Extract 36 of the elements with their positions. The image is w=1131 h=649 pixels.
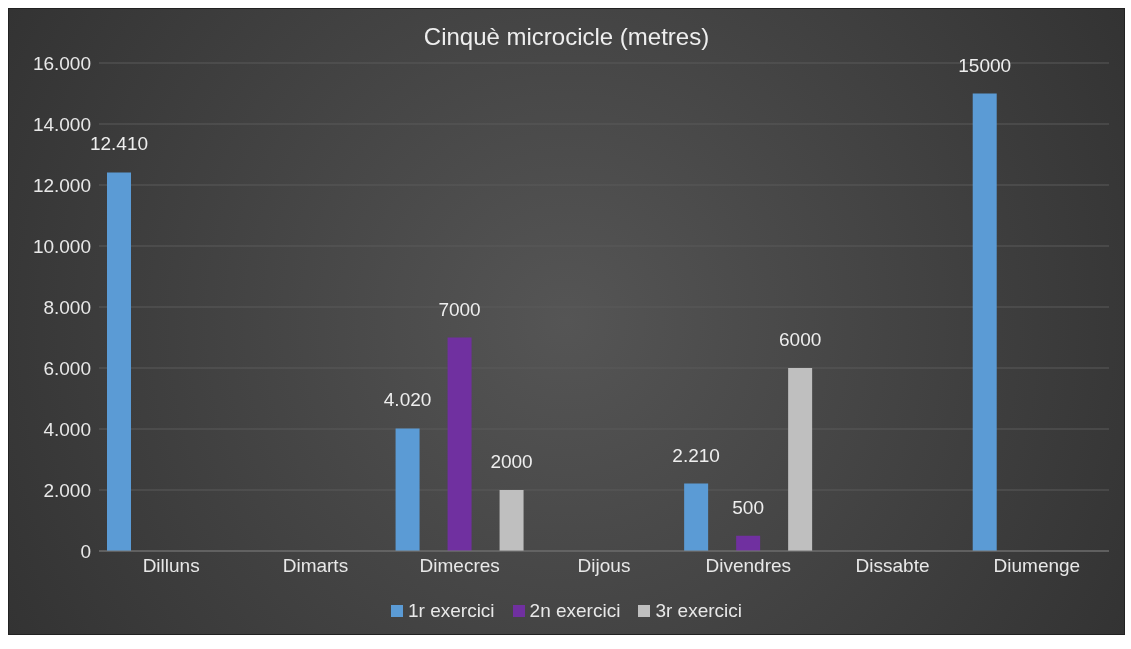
bar xyxy=(972,93,997,551)
bar xyxy=(447,337,472,551)
legend-label: 3r exercici xyxy=(654,600,742,622)
bar xyxy=(684,483,709,551)
y-tick-label: 16.000 xyxy=(32,52,91,74)
chart-title: Cinquè microcicle (metres) xyxy=(422,22,711,51)
x-tick-label: Divendres xyxy=(705,555,792,577)
y-tick-label: 14.000 xyxy=(32,113,91,135)
data-label: 2.210 xyxy=(672,444,720,466)
data-label: 6000 xyxy=(779,329,822,350)
data-label: 500 xyxy=(732,496,764,518)
data-label: 4.020 xyxy=(383,389,432,411)
data-label: 2000 xyxy=(490,451,533,472)
y-tick-label: 6.000 xyxy=(43,357,91,379)
y-tick-label: 10.000 xyxy=(32,235,91,257)
legend-label: 2n exercici xyxy=(528,600,621,622)
data-label: 15000 xyxy=(958,54,1012,76)
x-tick-label: Dijous xyxy=(577,555,631,577)
y-tick-label: 8.000 xyxy=(43,296,91,318)
y-tick-label: 2.000 xyxy=(43,479,91,501)
y-tick-label: 12.000 xyxy=(32,174,91,196)
bar xyxy=(107,172,131,551)
y-tick-label: 0 xyxy=(80,540,91,562)
data-label: 7000 xyxy=(438,298,481,320)
legend-label: 1r exercici xyxy=(407,600,495,622)
bar xyxy=(736,535,761,551)
bar xyxy=(395,428,420,551)
x-tick-label: Diumenge xyxy=(993,555,1081,577)
x-tick-label: Dimarts xyxy=(282,555,349,577)
x-tick-label: Dissabte xyxy=(855,555,930,577)
bar xyxy=(788,368,813,551)
bar xyxy=(499,490,524,551)
x-tick-label: Dilluns xyxy=(142,555,200,577)
x-tick-label: Dimecres xyxy=(419,555,500,577)
data-label: 12.410 xyxy=(89,133,149,155)
y-tick-label: 4.000 xyxy=(43,418,91,440)
